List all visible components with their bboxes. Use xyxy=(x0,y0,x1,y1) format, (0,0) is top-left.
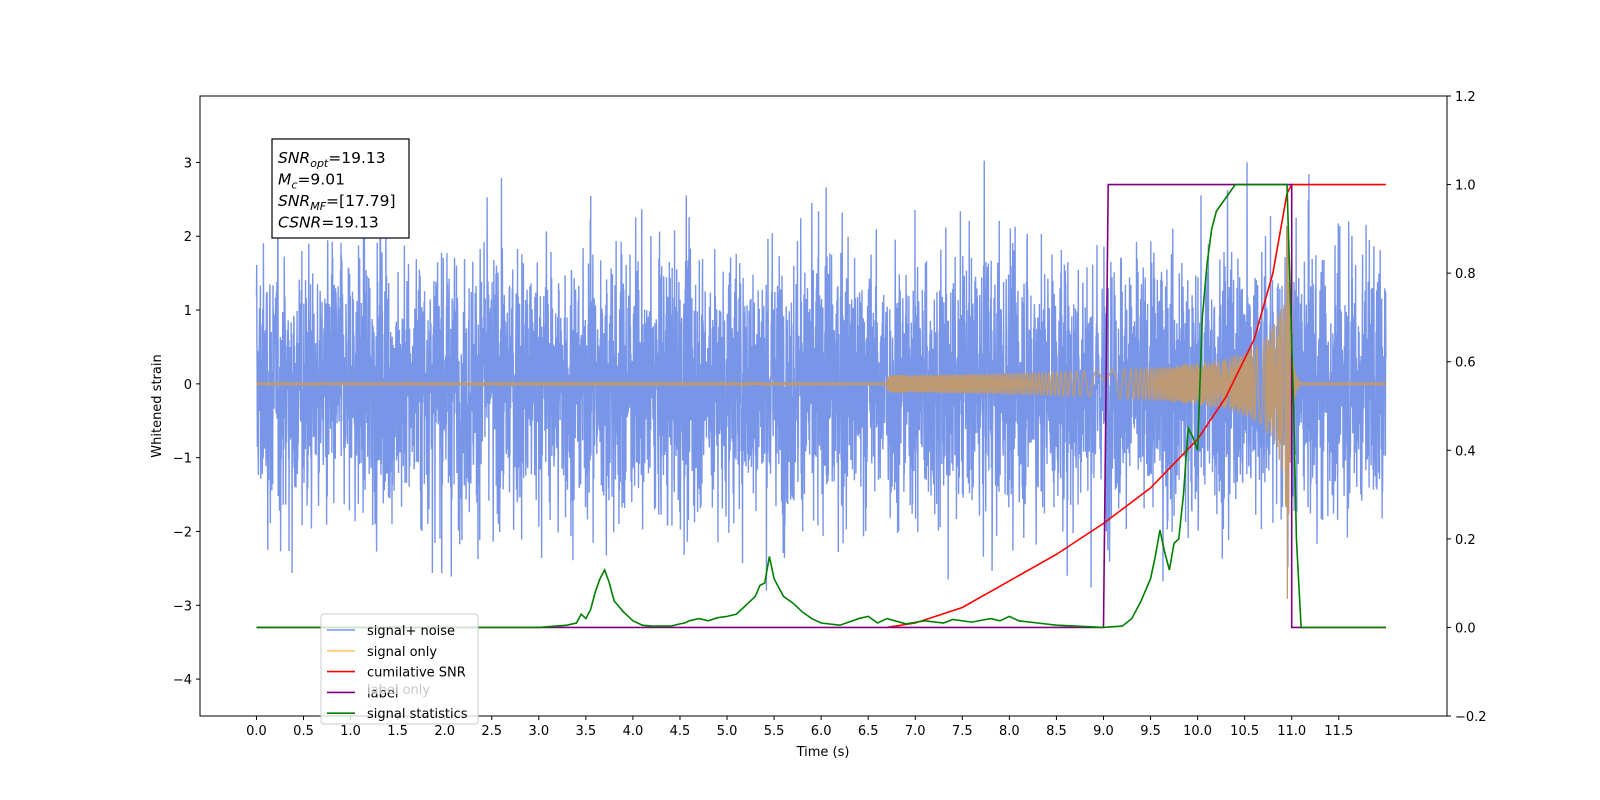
plot-frame xyxy=(199,95,1448,717)
x-tick-label: 3.5 xyxy=(576,724,597,739)
stats-symbol: SNR xyxy=(278,149,310,167)
y-tick-label-right: 0.2 xyxy=(1455,533,1476,548)
legend: signal+ noise signal only cumilative SNR la… xyxy=(320,613,479,725)
stats-value: =19.13 xyxy=(321,214,378,232)
x-tick-label: 9.0 xyxy=(1093,724,1114,739)
y-tick-label-right: 0.6 xyxy=(1455,356,1476,371)
legend-entry-label: signal statistics xyxy=(367,707,468,722)
stats-box-frame xyxy=(271,138,410,239)
x-axis-label: Time (s) xyxy=(796,745,850,760)
stats-value: =9.01 xyxy=(297,171,345,189)
x-tick-label: 10.0 xyxy=(1183,724,1212,739)
y-tick-label-left: −4 xyxy=(173,673,192,688)
legend-entry-label: label xyxy=(367,686,398,701)
y-tick-label-right: 0.0 xyxy=(1455,621,1476,636)
x-tick-label: 4.0 xyxy=(623,724,644,739)
x-tick-label: 9.5 xyxy=(1140,724,1161,739)
x-tick-label: 11.5 xyxy=(1324,724,1353,739)
x-tick-label: 6.5 xyxy=(858,724,879,739)
y-tick-label-right: 1.2 xyxy=(1455,90,1476,105)
x-tick-label: 1.5 xyxy=(387,724,408,739)
series-signal-statistics-line xyxy=(256,183,1386,629)
series-layer xyxy=(255,160,1387,629)
y-tick-label-right: 1.0 xyxy=(1455,179,1476,194)
stats-subscript: c xyxy=(291,179,297,192)
x-tick-label: 2.5 xyxy=(481,724,502,739)
x-tick-label: 1.0 xyxy=(340,724,361,739)
y-axis-left: 3 2 1 0 −1 −2 −3 −4 xyxy=(173,156,200,688)
x-tick-label: 7.0 xyxy=(905,724,926,739)
x-tick-label: 0.0 xyxy=(246,724,267,739)
stats-box: SNRopt=19.13Mc=9.01SNRMF=[17.79]CSNR=19.… xyxy=(271,138,410,239)
x-tick-label: 0.5 xyxy=(293,724,314,739)
y-tick-label-left: −2 xyxy=(173,525,192,540)
x-tick-label: 7.5 xyxy=(952,724,973,739)
y-axis-right: 1.2 1.0 0.8 0.6 0.4 0.2 0.0 −0.2 xyxy=(1447,90,1487,725)
stats-subscript: opt xyxy=(310,157,329,170)
y-tick-label-left: −3 xyxy=(173,599,192,614)
series-cumulative-snr-line xyxy=(886,183,1386,629)
series-signal-noise-line xyxy=(255,160,1387,591)
x-tick-label: 4.5 xyxy=(670,724,691,739)
y-tick-label-left: 0 xyxy=(184,378,192,393)
series-signal-only-line xyxy=(256,216,1387,599)
y-tick-label-right: −0.2 xyxy=(1455,710,1487,725)
legend-entry-label: signal only xyxy=(367,645,437,660)
stats-symbol: CSNR xyxy=(278,214,321,232)
x-tick-label: 11.0 xyxy=(1277,724,1306,739)
x-tick-label: 10.5 xyxy=(1230,724,1259,739)
x-tick-label: 5.5 xyxy=(764,724,785,739)
x-tick-label: 3.0 xyxy=(528,724,549,739)
y-tick-label-left: 1 xyxy=(184,304,192,319)
stats-value: =19.13 xyxy=(328,149,385,167)
x-tick-label: 8.0 xyxy=(999,724,1020,739)
stats-value: =[17.79] xyxy=(326,192,395,210)
stats-symbol: M xyxy=(278,171,291,189)
stats-line: Mc=9.01 xyxy=(278,171,345,192)
x-tick-label: 6.0 xyxy=(811,724,832,739)
x-axis: 0.0 0.5 1.0 1.5 2.0 2.5 3.0 3.5 4.0 4.5 5.0 5.5 6.0 6… xyxy=(246,716,1353,739)
legend-hidden-label: label only xyxy=(367,683,430,698)
stats-line: CSNR=19.13 xyxy=(278,214,379,232)
y-tick-label-left: 2 xyxy=(184,230,192,245)
stats-symbol: SNR xyxy=(278,192,310,210)
legend-entry-label: cumilative SNR xyxy=(367,666,466,681)
x-tick-label: 8.5 xyxy=(1046,724,1067,739)
y-tick-label-right: 0.8 xyxy=(1455,267,1476,282)
y-tick-label-left: −1 xyxy=(173,452,192,467)
x-tick-label: 5.0 xyxy=(717,724,738,739)
legend-entry-label: signal+ noise xyxy=(367,624,455,639)
stats-line: SNRopt=19.13 xyxy=(278,149,386,170)
y-tick-label-right: 0.4 xyxy=(1455,444,1476,459)
legend-frame xyxy=(320,613,479,725)
y-tick-label-left: 3 xyxy=(184,156,192,171)
x-tick-label: 2.0 xyxy=(434,724,455,739)
y-axis-label-left: Whitened strain xyxy=(150,354,165,457)
stats-subscript: MF xyxy=(310,200,326,213)
stats-line: SNRMF=[17.79] xyxy=(278,192,396,213)
